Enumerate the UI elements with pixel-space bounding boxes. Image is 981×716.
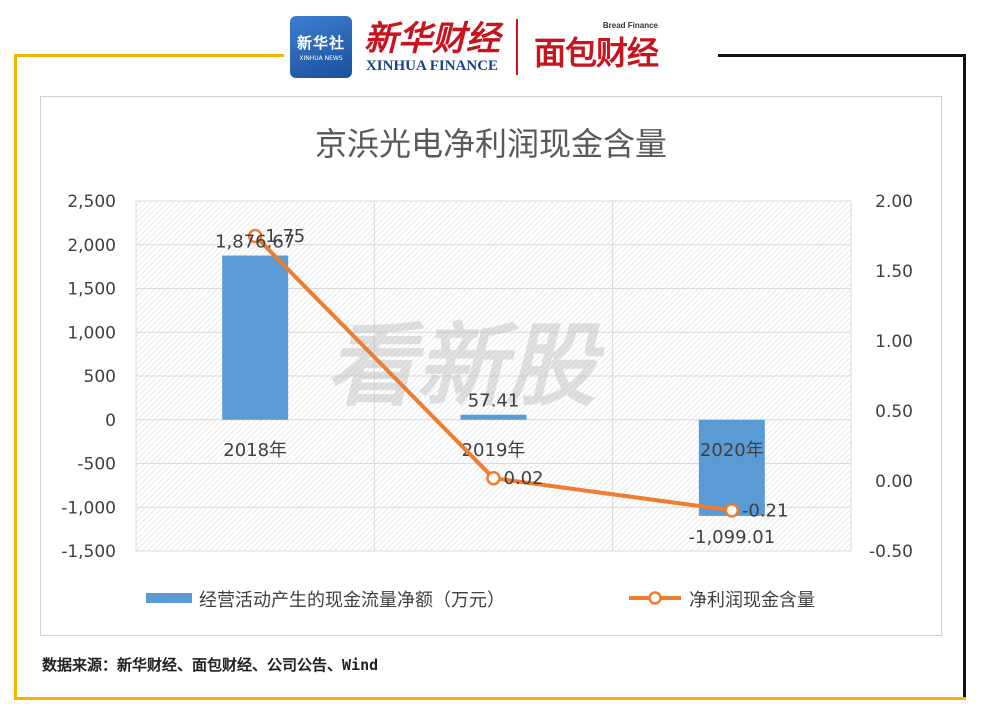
frame-left-line <box>14 54 17 700</box>
line-data-labels: 1.75 0.02 -0.21 <box>265 226 788 521</box>
left-axis: 2,500 2,000 1,500 1,000 500 0 -500 -1,000 -1,500 <box>61 192 116 562</box>
xinhua-news-en: XINHUA NEWS <box>299 55 343 62</box>
bread-finance-en: Bread Finance <box>602 20 659 30</box>
bar-data-label: 1,876.67 <box>215 232 295 253</box>
bar-data-label: 57.41 <box>468 391 520 412</box>
left-axis-tick-label: 1,500 <box>67 280 116 300</box>
xinhua-finance-en: XINHUA FINANCE <box>365 57 499 74</box>
bar-series <box>222 255 765 516</box>
legend: 经营活动产生的现金流量净额（万元） 净利润现金含量 <box>146 590 815 611</box>
frame-right-line <box>963 54 966 700</box>
left-axis-tick-label: 0 <box>105 411 116 431</box>
category-label: 2019年 <box>462 440 526 461</box>
line-point <box>486 470 501 486</box>
left-axis-tick-label: -1,000 <box>61 498 116 518</box>
bread-finance-cn: 面包财经 <box>534 33 659 72</box>
bar <box>698 419 765 516</box>
bar-data-label: -1,099.01 <box>689 527 776 548</box>
right-axis-tick-label: 1.00 <box>875 332 913 352</box>
line-series <box>247 228 740 518</box>
frame-bottom-line <box>14 697 966 700</box>
data-source-note: 数据来源：新华财经、面包财经、公司公告、Wind <box>42 656 379 674</box>
bar-data-labels: 1,876.67 57.41 -1,099.01 <box>215 232 775 548</box>
brand-divider <box>516 19 518 75</box>
right-axis-tick-label: -0.50 <box>869 542 913 562</box>
category-label: 2020年 <box>700 440 764 461</box>
line-point <box>724 503 740 518</box>
left-axis-tick-label: -500 <box>77 455 116 475</box>
right-axis: 2.00 1.50 1.00 0.50 0.00 -0.50 <box>869 192 913 562</box>
line-data-label: 0.02 <box>504 468 544 489</box>
line-data-label: 1.75 <box>265 226 305 247</box>
line-data-label: -0.21 <box>742 500 789 521</box>
watermark-text: 看新股 <box>326 314 605 419</box>
right-axis-tick-label: 0.00 <box>875 472 913 492</box>
xinhua-news-logo: 新华社 XINHUA NEWS <box>290 16 352 78</box>
chart-svg: 京浜光电净利润现金含量 看新股 2,500 2,000 1,500 1,000 500 0… <box>61 125 913 611</box>
bar <box>460 414 527 420</box>
category-label: 2018年 <box>223 440 287 461</box>
category-labels: 2018年 2019年 2020年 <box>223 440 763 461</box>
legend-bar-label: 经营活动产生的现金流量净额（万元） <box>199 590 505 611</box>
bar <box>222 255 289 420</box>
left-axis-tick-label: -1,500 <box>61 542 116 562</box>
right-axis-tick-label: 1.50 <box>875 262 913 282</box>
left-axis-tick-label: 500 <box>84 367 116 387</box>
frame-top-left-line <box>14 54 284 57</box>
chart-container: 京浜光电净利润现金含量 看新股 2,500 2,000 1,500 1,000 500 0… <box>40 96 942 636</box>
frame-top-right-line <box>718 54 966 57</box>
left-axis-tick-label: 1,000 <box>67 323 116 343</box>
chart-title: 京浜光电净利润现金含量 <box>315 125 667 163</box>
right-axis-tick-label: 2.00 <box>875 192 913 212</box>
bread-finance-logo: Bread Finance 面包财经 <box>534 20 659 74</box>
xinhua-news-cn: 新华社 <box>296 34 345 52</box>
left-axis-tick-label: 2,500 <box>67 192 116 212</box>
brand-header: 新华社 XINHUA NEWS 新华财经 XINHUA FINANCE Brea… <box>284 12 665 82</box>
right-axis-tick-label: 0.50 <box>875 402 913 422</box>
xinhua-finance-cn: 新华财经 <box>364 18 500 59</box>
legend-bar-swatch <box>146 593 192 603</box>
line-point <box>247 228 263 244</box>
legend-line-label: 净利润现金含量 <box>689 590 815 611</box>
xinhua-finance-logo: 新华财经 XINHUA FINANCE <box>364 20 500 75</box>
legend-line-marker <box>648 591 662 605</box>
left-axis-tick-label: 2,000 <box>67 236 116 256</box>
